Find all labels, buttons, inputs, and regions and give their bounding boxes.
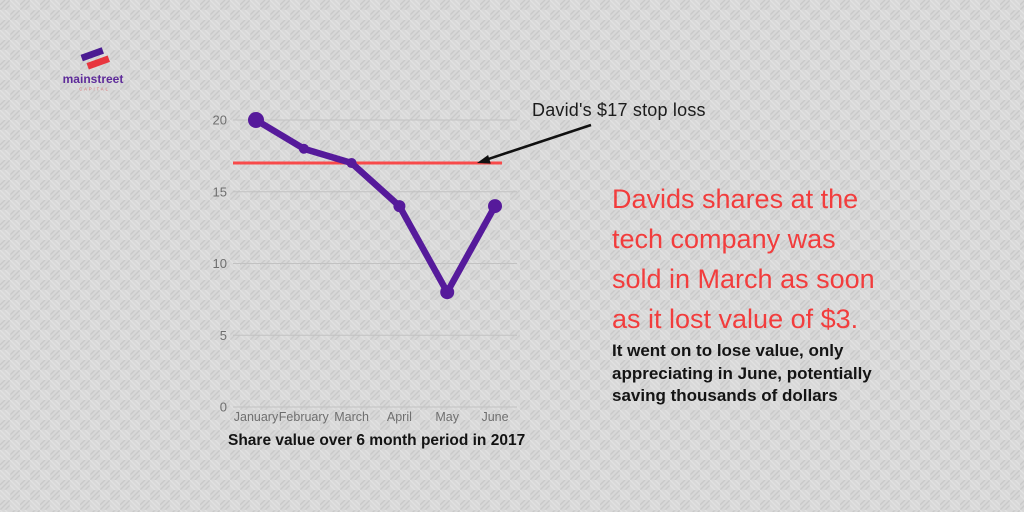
logo-subtitle: CAPITAL <box>79 86 109 91</box>
logo-mark-red-bar <box>86 55 110 70</box>
chart-caption: Share value over 6 month period in 2017 <box>228 432 526 449</box>
logo-mark <box>80 47 110 70</box>
logo-mark-purple-bar <box>80 47 104 62</box>
callout-subtext: It went on to lose value, only appreciat… <box>612 341 872 405</box>
callout-headline: Davids shares at the tech company was so… <box>612 184 875 334</box>
stop-loss-annotation: David's $17 stop loss <box>532 100 706 120</box>
mainstreet-logo: mainstreet CAPITAL <box>63 47 124 91</box>
logo-wordmark: mainstreet <box>63 72 124 86</box>
